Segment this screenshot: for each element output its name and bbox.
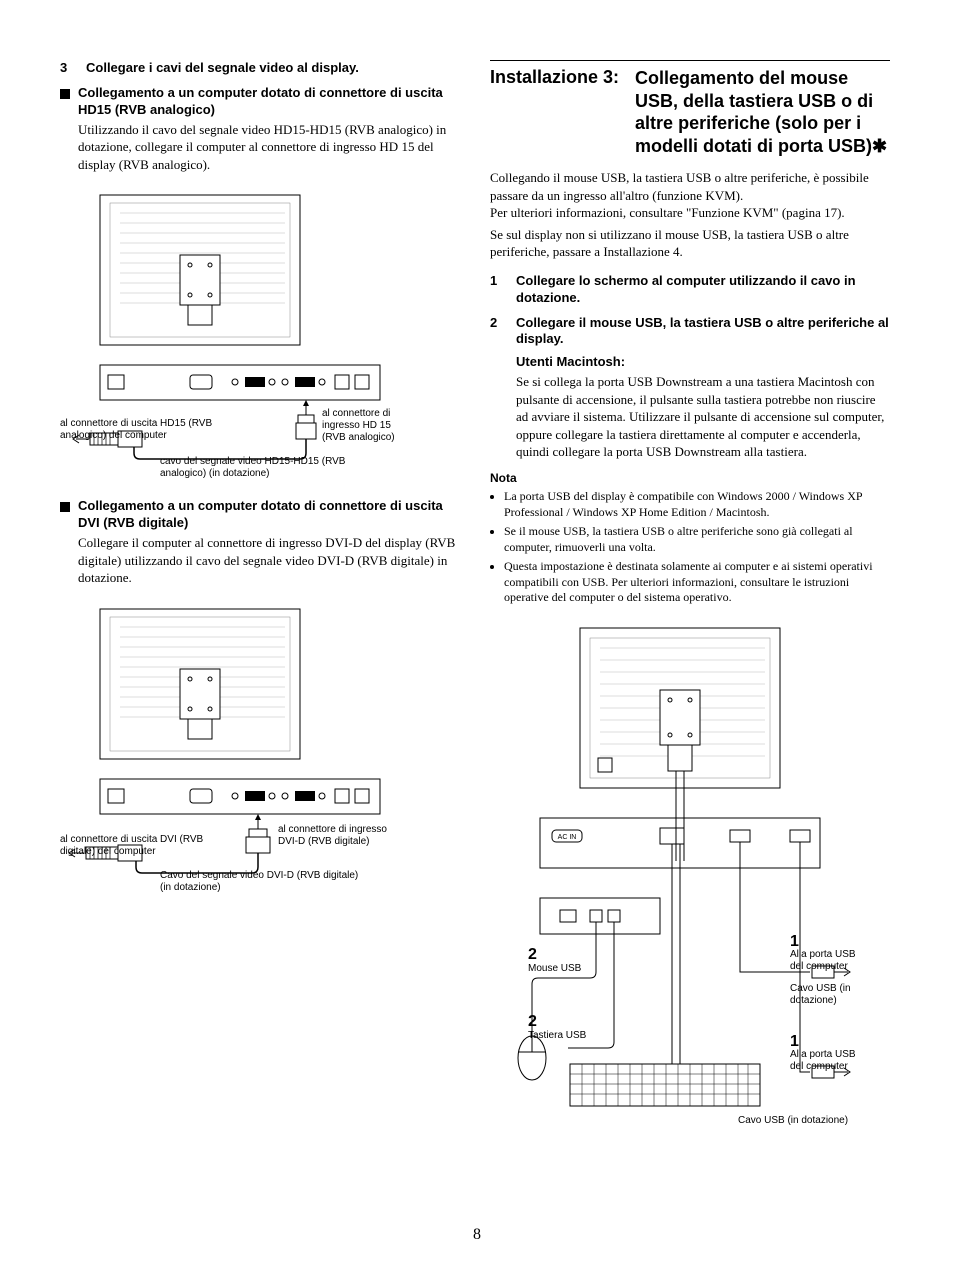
diagram-hd15: al connettore di ingresso HD 15 (RVB ana… (60, 185, 460, 468)
step-title: Collegare il mouse USB, la tastiera USB … (516, 315, 890, 349)
diagram-callout: Alla porta USB del computer (790, 949, 865, 973)
diagram-step-num: 2 (528, 1013, 537, 1031)
subhead: Utenti Macintosh: (516, 354, 890, 371)
section-title: Collegamento a un computer dotato di con… (78, 85, 460, 119)
diagram-dvi: al connettore di ingresso DVI-D (RVB dig… (60, 599, 460, 882)
diagram-callout: Tastiera USB (528, 1030, 586, 1042)
nota-item: Questa impostazione è destinata solament… (504, 559, 890, 606)
diagram-callout: al connettore di ingresso DVI-D (RVB dig… (278, 824, 408, 848)
diagram-callout: al connettore di uscita DVI (RVB digital… (60, 834, 220, 858)
installation-header: Installazione 3: Collegamento del mouse … (490, 67, 890, 157)
section-body: Utilizzando il cavo del segnale video HD… (78, 121, 460, 174)
section-title: Collegamento a un computer dotato di con… (78, 498, 460, 532)
step-title: Collegare i cavi del segnale video al di… (86, 60, 359, 77)
diagram-callout: al connettore di ingresso HD 15 (RVB ana… (322, 408, 412, 444)
step-body: Se si collega la porta USB Downstream a … (516, 373, 890, 461)
diagram-callout: cavo del segnale video HD15-HD15 (RVB an… (160, 456, 360, 480)
acin-label: AC IN (558, 834, 577, 841)
step-number: 1 (490, 273, 504, 307)
nota-item: La porta USB del display è compatibile c… (504, 489, 890, 520)
section-dvi: Collegamento a un computer dotato di con… (60, 498, 460, 586)
step-2: 2 Collegare il mouse USB, la tastiera US… (490, 315, 890, 461)
step-number: 2 (490, 315, 504, 461)
intro-text: Collegando il mouse USB, la tastiera USB… (490, 169, 890, 204)
install-label: Installazione 3: (490, 67, 619, 157)
diagram-usb: AC IN (490, 618, 890, 1141)
diagram-callout: al connettore di uscita HD15 (RVB analog… (60, 418, 220, 442)
square-bullet-icon (60, 89, 70, 99)
diagram-callout: Mouse USB (528, 963, 581, 975)
nota-list: La porta USB del display è compatibile c… (490, 489, 890, 606)
intro-text: Per ulteriori informazioni, consultare "… (490, 204, 890, 222)
step-3: 3 Collegare i cavi del segnale video al … (60, 60, 460, 77)
diagram-step-num: 2 (528, 946, 537, 964)
nota-item: Se il mouse USB, la tastiera USB o altre… (504, 524, 890, 555)
install-title-text: Collegamento del mouse USB, della tastie… (635, 68, 873, 156)
intro-text: Se sul display non si utilizzano il mous… (490, 226, 890, 261)
asterisk-icon: ✱ (872, 136, 887, 156)
diagram-callout: Cavo del segnale video DVI-D (RVB digita… (160, 870, 360, 894)
nota-heading: Nota (490, 471, 890, 485)
diagram-callout: Alla porta USB del computer (790, 1049, 865, 1073)
page-number: 8 (473, 1226, 481, 1244)
section-body: Collegare il computer al connettore di i… (78, 534, 460, 587)
step-1: 1 Collegare lo schermo al computer utili… (490, 273, 890, 307)
diagram-callout: Cavo USB (in dotazione) (790, 983, 865, 1007)
square-bullet-icon (60, 502, 70, 512)
step-title: Collegare lo schermo al computer utilizz… (516, 273, 890, 307)
install-title: Collegamento del mouse USB, della tastie… (635, 67, 890, 157)
diagram-callout: Cavo USB (in dotazione) (738, 1115, 868, 1127)
section-hd15: Collegamento a un computer dotato di con… (60, 85, 460, 173)
section-rule (490, 60, 890, 61)
step-number: 3 (60, 60, 74, 77)
